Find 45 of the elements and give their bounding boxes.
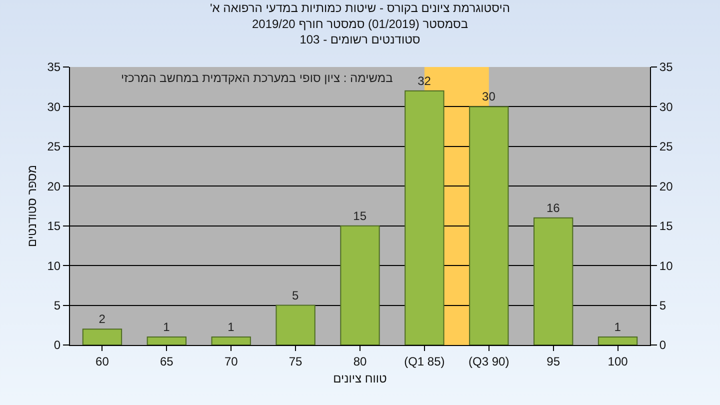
x-tick-label: (Q3 90)	[468, 354, 510, 368]
y2-tick-label: 35	[659, 60, 674, 74]
y-tick-label: 35	[47, 60, 61, 74]
y-tick-label: 0	[54, 338, 61, 352]
bar	[211, 336, 251, 345]
chart-title: 'היסטוגרמת ציונים בקורס - שיטות כמותיות במדעי הרפואה א בסמסטר (01/2019) סמסטר חורף 2019/20 סטודנטים רשומים - 103	[210, 1, 510, 46]
y2-tick-label: 20	[659, 179, 674, 194]
x-tick-label: 70	[224, 354, 238, 368]
bar	[276, 304, 316, 345]
y-tick-label: 15	[47, 219, 61, 234]
y-tick-label: 25	[47, 140, 61, 154]
data-label: 30	[482, 90, 496, 104]
y2-tick-label: 0	[659, 338, 666, 352]
bar	[146, 336, 186, 345]
annotation: במשימה : ציון סופי במערכת האקדמית במחשב המרכזי	[121, 71, 393, 85]
y2-tick-label: 15	[659, 219, 674, 234]
data-label: 5	[292, 288, 300, 302]
y2-tick-label: 25	[659, 140, 674, 154]
x-tick-label: 100	[608, 354, 628, 368]
y2-tick-label: 5	[659, 298, 666, 312]
data-label: 15	[353, 208, 367, 223]
data-label: 16	[546, 200, 560, 215]
x-tick-label: 65	[160, 354, 174, 368]
y-tick-label: 20	[47, 179, 61, 194]
y-tick-label: 5	[54, 298, 61, 312]
x-tick-label: 95	[546, 354, 560, 368]
y2-tick-label: 10	[659, 258, 674, 273]
y2-tick-label: 30	[659, 100, 674, 114]
data-label: 2	[98, 312, 106, 326]
data-label: 1	[228, 320, 235, 334]
x-tick-label: (Q1 85)	[404, 354, 445, 368]
data-label: 1	[614, 320, 622, 334]
bar	[82, 328, 122, 345]
data-label: 1	[163, 320, 170, 334]
data-label: 32	[418, 74, 432, 88]
x-tick-label: 60	[96, 354, 110, 368]
bar	[598, 336, 638, 345]
x-tick-label: 80	[353, 354, 367, 368]
x-tick-label: 75	[288, 354, 303, 368]
y-tick-label: 10	[47, 258, 61, 273]
bar	[534, 217, 574, 345]
y-axis-title: מספר סטודנטים	[25, 164, 39, 248]
y-tick-label: 30	[47, 100, 61, 114]
bar	[340, 225, 380, 345]
x-axis-title: טווח ציונים	[333, 371, 388, 386]
